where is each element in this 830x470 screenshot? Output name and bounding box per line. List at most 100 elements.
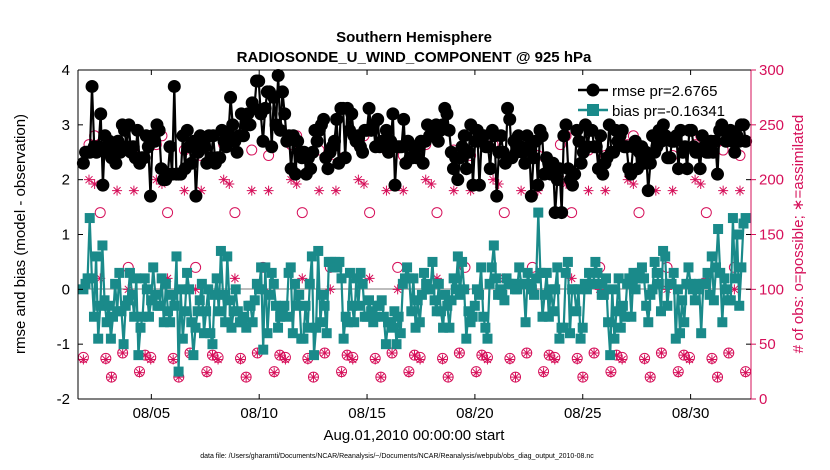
bias-point <box>389 306 400 317</box>
obs-assimilated-point <box>667 185 678 196</box>
obs-possible-point <box>94 207 106 219</box>
obs-assimilated-point <box>286 174 297 185</box>
bias-point <box>154 300 165 311</box>
rmse-point <box>224 90 238 104</box>
rmse-point <box>198 140 212 154</box>
rmse-point <box>94 107 108 121</box>
rmse-point <box>531 178 545 192</box>
bias-point <box>554 333 565 344</box>
bias-point <box>442 300 453 311</box>
obs-assimilated-point <box>319 347 330 358</box>
bias-point <box>281 311 292 322</box>
bias-point <box>727 213 738 224</box>
rmse-point <box>338 151 352 165</box>
rmse-point <box>574 156 588 170</box>
bias-point <box>196 278 207 289</box>
bias-point <box>421 278 432 289</box>
bias-point <box>292 300 303 311</box>
bias-point <box>311 322 322 333</box>
bias-point <box>78 284 89 295</box>
obs-assimilated-point <box>448 185 459 196</box>
bias-point <box>541 267 552 278</box>
obs-assimilated-point <box>280 354 291 365</box>
bias-point <box>495 284 506 295</box>
obs-possible-point <box>190 261 202 273</box>
obs-assimilated-point <box>229 273 240 284</box>
bias-point <box>351 273 362 284</box>
obs-assimilated-point <box>600 185 611 196</box>
rmse-point <box>459 162 473 176</box>
obs-assimilated-point <box>690 174 701 185</box>
obs-possible-point <box>633 207 645 219</box>
bias-point <box>488 240 499 251</box>
bias-point <box>141 284 152 295</box>
bias-point <box>708 295 719 306</box>
bias-point <box>529 289 540 300</box>
bias-point <box>361 311 372 322</box>
bias-point <box>387 322 398 333</box>
bias-point <box>590 256 601 267</box>
rmse-point <box>388 178 402 192</box>
obs-assimilated-point <box>443 372 454 383</box>
obs-assimilated-point <box>476 350 487 361</box>
rmse-point <box>555 206 569 220</box>
bias-point <box>101 317 112 328</box>
obs-assimilated-point <box>415 354 426 365</box>
obs-assimilated-point <box>274 350 285 361</box>
bias-point <box>577 322 588 333</box>
rmse-point <box>503 112 517 126</box>
rmse-point <box>736 118 750 132</box>
bias-point <box>531 273 542 284</box>
bias-point <box>598 289 609 300</box>
bias-point <box>218 289 229 300</box>
rmse-point <box>163 140 177 154</box>
bias-point <box>440 289 451 300</box>
y-axis-label-right: # of obs: o=possible; ∗=assimilated <box>790 115 807 354</box>
bias-point <box>630 284 641 295</box>
rmse-point <box>472 178 486 192</box>
bias-point <box>634 267 645 278</box>
rmse-point <box>180 123 194 137</box>
bias-point <box>95 300 106 311</box>
rmse-point <box>607 145 621 159</box>
obs-possible-point <box>364 207 376 219</box>
bias-point <box>706 251 717 262</box>
data-file-note: data file: /Users/gharamti/Documents/NCA… <box>200 453 594 460</box>
rmse-point <box>291 134 305 148</box>
bias-point <box>571 306 582 317</box>
rmse-point <box>185 156 199 170</box>
obs-assimilated-point <box>117 347 128 358</box>
bias-point <box>336 273 347 284</box>
rmse-point <box>258 101 272 115</box>
bias-point <box>294 289 305 300</box>
obs-assimilated-point <box>617 354 628 365</box>
bias-point <box>632 273 643 284</box>
bias-point <box>600 273 611 284</box>
bias-point <box>469 300 480 311</box>
bias-point <box>317 289 328 300</box>
bias-point <box>91 251 102 262</box>
bias-point <box>581 284 592 295</box>
legend: rmse pr=2.6765 bias pr=-0.16341 <box>578 83 725 120</box>
bias-point <box>476 262 487 273</box>
obs-assimilated-point <box>488 174 499 185</box>
bias-point <box>725 295 736 306</box>
bias-point <box>93 333 104 344</box>
rmse-point <box>230 145 244 159</box>
bias-point <box>215 245 226 256</box>
obs-possible-point <box>700 207 712 219</box>
bias-point <box>222 251 233 262</box>
rmse-point <box>557 129 571 143</box>
obs-possible-point <box>246 144 258 156</box>
obs-assimilated-point <box>392 284 403 295</box>
legend-rmse-label: rmse pr=2.6765 <box>612 83 717 100</box>
obs-assimilated-point <box>106 372 117 383</box>
obs-assimilated-point <box>252 347 263 358</box>
bias-point <box>605 350 616 361</box>
bias-point <box>163 306 174 317</box>
obs-assimilated-point <box>308 372 319 383</box>
rmse-point <box>386 107 400 121</box>
bias-point <box>264 289 275 300</box>
bias-point <box>302 322 313 333</box>
rmse-point <box>237 129 251 143</box>
